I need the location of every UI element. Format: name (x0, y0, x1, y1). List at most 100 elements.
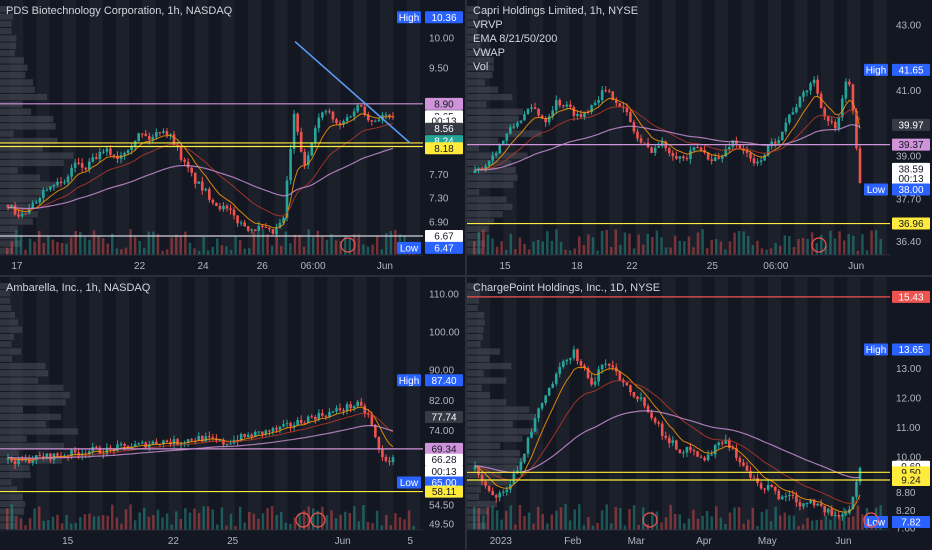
candle-body (551, 383, 555, 388)
time-tick: 06:00 (763, 261, 788, 272)
price-tick: 10.00 (896, 453, 921, 464)
volume-bar (623, 525, 627, 530)
earnings-flag-icon[interactable] (310, 512, 326, 528)
session-band (62, 277, 77, 530)
price-tag (425, 476, 463, 489)
volume-bar (842, 507, 846, 530)
candle-body (565, 104, 569, 107)
volume-bar (491, 506, 494, 530)
pds-chart-svg[interactable]: 10.009.508.507.707.306.901722242606:00Ju… (0, 0, 465, 275)
candle-body (34, 202, 38, 204)
volume-bar (514, 249, 517, 255)
candle-body (352, 406, 356, 409)
price-tag (892, 343, 930, 356)
candle-body (313, 128, 317, 144)
high-low-label: Low (867, 185, 886, 196)
volume-bar (234, 235, 237, 255)
candle-body (731, 447, 735, 449)
session-band (582, 0, 596, 255)
volume-profile-row (0, 247, 14, 254)
session-band (767, 0, 782, 255)
chart-pane-pds[interactable]: 10.009.508.507.707.306.901722242606:00Ju… (0, 0, 465, 275)
volume-profile-row (467, 319, 485, 326)
volume-profile-row (467, 174, 518, 181)
candle-body (494, 153, 498, 156)
volume-bar (156, 234, 160, 255)
indicator-vol[interactable]: Vol (473, 61, 489, 73)
candle-body (331, 411, 335, 413)
session-band (556, 277, 570, 530)
price-tick: 7.70 (429, 170, 449, 181)
volume-bar (366, 522, 370, 530)
candle-body (119, 443, 123, 445)
candle-body (144, 442, 148, 448)
price-tag (892, 183, 930, 196)
volume-bar (298, 513, 301, 530)
volume-profile-row (467, 115, 519, 123)
volume-profile-row (0, 86, 36, 93)
candle-body (126, 150, 130, 153)
candle-body (678, 449, 682, 454)
candle-body (685, 446, 689, 453)
chart-pane-capri[interactable]: 43.00 41.00 39.00 37.70 36.40 15 18 22 25 06:00 Ju… (467, 0, 932, 275)
earnings-flag-icon[interactable] (295, 512, 311, 528)
volume-bar (632, 505, 636, 530)
pane-divider-horizontal[interactable] (0, 275, 932, 277)
candle-body (678, 156, 682, 159)
volume-profile-row (467, 312, 485, 319)
candle-body (738, 144, 742, 150)
candle-body (229, 443, 232, 445)
indicator-vwap[interactable]: VWAP (473, 47, 505, 59)
indicator-vrvp[interactable]: VRVP (473, 19, 503, 31)
earnings-flag-icon[interactable] (863, 512, 879, 528)
candle-body (833, 515, 837, 517)
earnings-flag-icon[interactable] (811, 237, 827, 253)
candle-body (246, 226, 250, 231)
volume-bar (334, 518, 338, 530)
chart-pane-ambarella[interactable]: 110.00 100.00 90.00 82.00 74.00 54.50 49.50 15 2… (0, 277, 465, 550)
price-tick: 43.00 (896, 21, 921, 32)
price-tag-label: 38.00 (898, 185, 923, 196)
volume-bar (334, 240, 338, 255)
volume-bar (92, 516, 96, 530)
volume-bar (541, 241, 544, 255)
volume-bar (838, 516, 841, 530)
session-band (142, 277, 156, 530)
session-band (847, 277, 861, 530)
earnings-flag-icon[interactable] (642, 512, 658, 528)
candle-body (137, 443, 140, 445)
candle-body (593, 381, 597, 385)
candle-body (197, 436, 201, 441)
chargepoint-chart-svg[interactable]: 13.00 12.00 11.00 10.00 8.80 8.20 7.60 2023 Feb M… (467, 277, 932, 550)
candle-body (759, 160, 763, 162)
volume-bar (500, 241, 503, 255)
candle-body (689, 446, 692, 451)
ema-mid-line (7, 413, 394, 460)
time-tick: Jun (848, 261, 864, 272)
candle-body (102, 151, 105, 153)
price-tag (425, 410, 463, 423)
candle-body (710, 454, 713, 456)
earnings-flag-icon[interactable] (340, 237, 356, 253)
indicator-ema[interactable]: EMA 8/21/50/200 (473, 33, 558, 45)
chart-pane-chargepoint[interactable]: 13.00 12.00 11.00 10.00 8.80 8.20 7.60 2023 Feb M… (467, 277, 932, 550)
candle-body (299, 131, 303, 152)
candle-body (551, 110, 555, 117)
volume-bar (124, 247, 128, 255)
candle-body (614, 99, 618, 104)
volume-bar (824, 245, 828, 255)
candle-body (717, 442, 721, 446)
volume-bar (473, 506, 476, 530)
volume-profile-row (467, 450, 521, 457)
ema-short-line (7, 406, 394, 461)
volume-bar (710, 239, 713, 255)
volume-bar (660, 237, 663, 255)
time-tick: Jun (335, 536, 351, 547)
candle-body (540, 115, 544, 119)
ambarella-chart-svg[interactable]: 110.00 100.00 90.00 82.00 74.00 54.50 49.50 15 2… (0, 277, 465, 550)
volume-bar (19, 234, 23, 255)
chargepoint-legend: ChargePoint Holdings, Inc., 1D, NYSE (473, 281, 660, 295)
volume-profile-row (0, 341, 12, 348)
capri-chart-svg[interactable]: 43.00 41.00 39.00 37.70 36.40 15 18 22 25 06:00 Ju… (467, 0, 932, 275)
capri-title: Capri Holdings Limited, 1h, NYSE (473, 5, 639, 17)
